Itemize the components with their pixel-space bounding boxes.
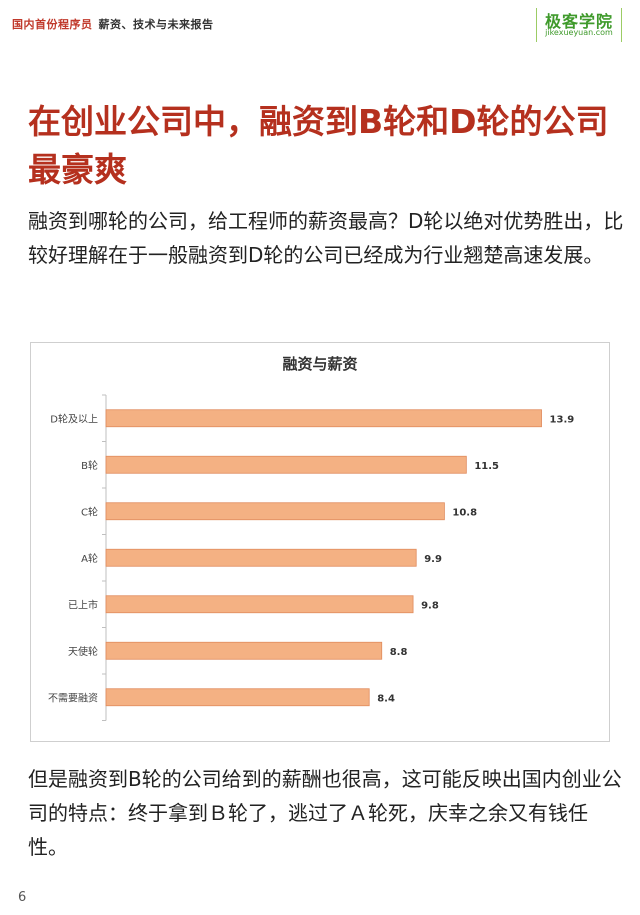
data-label: 9.9 xyxy=(424,554,442,565)
bar xyxy=(105,595,414,614)
category-label: A轮 xyxy=(81,552,98,565)
data-label: 10.8 xyxy=(452,507,477,518)
data-label: 13.9 xyxy=(550,414,575,425)
category-label: C轮 xyxy=(81,505,98,518)
funding-salary-chart: 融资与薪资 D轮及以上 13.9 B轮 11.5 C轮 10.8 A轮 9.9 已上市 9.8 天使… xyxy=(30,342,610,742)
page-header: 国内首份程序员 薪资、技术与未来报告 极客学院 jikexueyuan.com xyxy=(0,0,640,48)
jikexueyuan-logo: 极客学院 jikexueyuan.com xyxy=(536,8,622,42)
bar xyxy=(105,548,417,567)
section-title: 在创业公司中，融资到B轮和D轮的公司最豪爽 xyxy=(28,102,609,189)
chart-plot: D轮及以上 13.9 B轮 11.5 C轮 10.8 A轮 9.9 已上市 9.8 天使轮 8.8 不需… xyxy=(48,394,575,721)
header-brand: 国内首份程序员 xyxy=(12,18,93,31)
data-label: 8.4 xyxy=(377,693,395,704)
category-label: B轮 xyxy=(81,459,98,472)
bar xyxy=(105,455,467,474)
category-label: D轮及以上 xyxy=(50,412,98,425)
intro-paragraph: 融资到哪轮的公司，给工程师的薪资最高？D轮以绝对优势胜出，比较好理解在于一般融资… xyxy=(28,209,624,267)
logo-text: 极客学院 xyxy=(544,12,613,31)
chart-title: 融资与薪资 xyxy=(282,355,358,373)
category-label: 已上市 xyxy=(68,598,98,611)
data-label: 11.5 xyxy=(474,461,499,472)
page-number: 6 xyxy=(18,890,27,905)
data-label: 8.8 xyxy=(390,647,408,658)
data-label: 9.8 xyxy=(421,600,439,611)
bar xyxy=(105,641,383,660)
header-text: 国内首份程序员 薪资、技术与未来报告 xyxy=(12,16,214,32)
conclusion-paragraph: 但是融资到B轮的公司给到的薪酬也很高，这可能反映出国内创业公司的特点：终于拿到Ｂ… xyxy=(28,767,622,859)
header-subtitle: 薪资、技术与未来报告 xyxy=(98,18,214,31)
bar xyxy=(105,502,445,521)
category-label: 天使轮 xyxy=(68,645,98,658)
bar xyxy=(105,688,370,707)
logo-url: jikexueyuan.com xyxy=(545,28,613,37)
category-label: 不需要融资 xyxy=(48,692,98,704)
bar xyxy=(105,409,542,428)
